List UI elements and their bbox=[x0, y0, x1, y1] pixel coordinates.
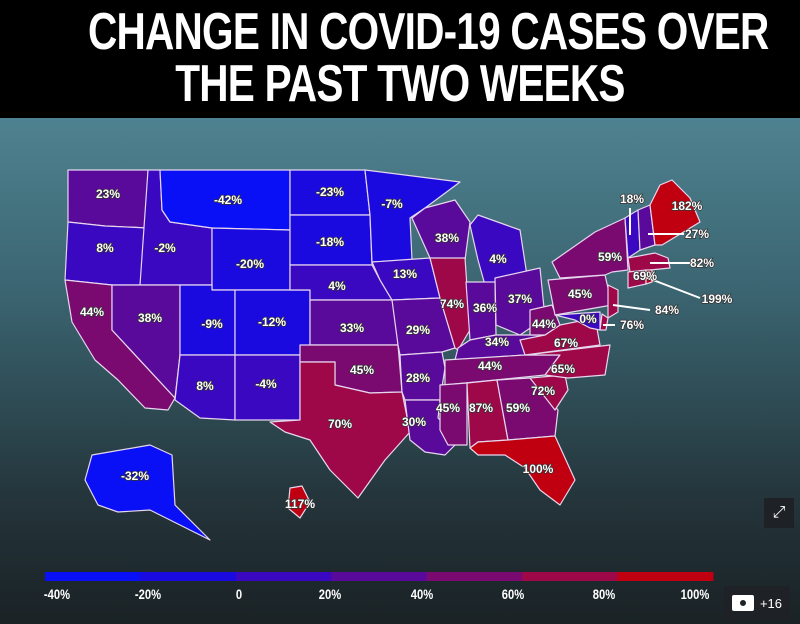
state-label-wa: 23% bbox=[96, 187, 120, 201]
state-label-wy: -20% bbox=[236, 257, 264, 271]
state-label-ok: 45% bbox=[350, 363, 374, 377]
legend-label: 0 bbox=[236, 586, 243, 602]
state-label-mo: 29% bbox=[406, 323, 430, 337]
state-label-tx: 70% bbox=[328, 417, 352, 431]
state-label-mn: -7% bbox=[381, 197, 403, 211]
state-label-mi: 4% bbox=[489, 252, 507, 266]
state-label-ia: 13% bbox=[393, 267, 417, 281]
state-mn bbox=[364, 169, 461, 263]
state-label-ms: 45% bbox=[436, 401, 460, 415]
state-label-tn: 44% bbox=[478, 359, 502, 373]
state-vt bbox=[624, 209, 641, 259]
state-label-ri: 199% bbox=[702, 292, 733, 306]
legend-swatch bbox=[331, 572, 428, 581]
state-label-wi: 38% bbox=[435, 231, 459, 245]
state-md bbox=[554, 311, 601, 331]
legend-swatch bbox=[426, 572, 523, 581]
state-me bbox=[649, 179, 701, 246]
state-ri bbox=[645, 269, 653, 285]
state-label-ga: 59% bbox=[506, 401, 530, 415]
state-label-sc: 72% bbox=[531, 384, 555, 398]
state-de bbox=[599, 313, 609, 331]
state-label-al: 87% bbox=[469, 401, 493, 415]
state-fl bbox=[469, 435, 576, 506]
legend-label: 80% bbox=[592, 586, 616, 602]
state-label-nd: -23% bbox=[316, 185, 344, 199]
state-label-mt: -42% bbox=[214, 193, 242, 207]
gallery-count: +16 bbox=[759, 595, 783, 611]
state-nc bbox=[524, 344, 611, 379]
legend-label: -20% bbox=[135, 586, 162, 602]
state-label-id: -2% bbox=[154, 241, 176, 255]
state-label-nc: 65% bbox=[551, 362, 575, 376]
state-label-in: 36% bbox=[473, 301, 497, 315]
callout-line bbox=[612, 304, 651, 311]
state-label-sd: -18% bbox=[316, 235, 344, 249]
state-label-hi: 117% bbox=[285, 497, 315, 511]
legend-label: -40% bbox=[43, 586, 71, 602]
state-ny bbox=[551, 217, 629, 279]
state-label-oh: 37% bbox=[508, 292, 532, 306]
state-label-nm: -4% bbox=[255, 377, 277, 391]
state-label-or: 8% bbox=[96, 241, 114, 255]
legend-swatch bbox=[235, 572, 332, 581]
title-line-1: CHANGE IN COVID-19 CASES OVER bbox=[88, 3, 769, 61]
state-az bbox=[174, 354, 236, 421]
share-button[interactable]: ⤢ bbox=[764, 498, 794, 528]
legend-swatch bbox=[140, 572, 237, 581]
share-icon: ⤢ bbox=[772, 504, 786, 521]
state-label-pa: 45% bbox=[568, 287, 592, 301]
state-label-co: -12% bbox=[258, 315, 286, 329]
state-label-fl: 100% bbox=[523, 462, 554, 476]
callout-line bbox=[639, 274, 701, 299]
state-label-az: 8% bbox=[196, 379, 214, 393]
state-label-de: 76% bbox=[620, 318, 644, 332]
gallery-button[interactable]: +16 bbox=[724, 586, 790, 620]
state-ms bbox=[439, 382, 468, 446]
state-label-wv: 44% bbox=[532, 317, 556, 331]
state-label-la: 30% bbox=[402, 415, 426, 429]
legend-swatch bbox=[617, 572, 714, 581]
state-tx bbox=[269, 361, 411, 499]
title-line-2: THE PAST TWO WEEKS bbox=[175, 55, 625, 113]
legend-label: 40% bbox=[410, 586, 433, 602]
state-ak bbox=[84, 444, 211, 541]
state-nj bbox=[607, 284, 619, 319]
state-label-ct: 69% bbox=[633, 269, 657, 283]
state-label-va: 67% bbox=[554, 336, 578, 350]
legend-label: 100% bbox=[680, 586, 710, 602]
state-label-nv: 38% bbox=[138, 311, 162, 325]
legend-swatch bbox=[45, 572, 141, 581]
state-hi bbox=[287, 485, 311, 519]
state-label-nj: 84% bbox=[655, 303, 679, 317]
state-label-ar: 28% bbox=[406, 371, 430, 385]
state-label-ak: -32% bbox=[121, 469, 149, 483]
state-label-ks: 33% bbox=[340, 321, 364, 335]
camera-icon bbox=[731, 595, 754, 611]
legend-label: 60% bbox=[501, 586, 524, 602]
state-wv bbox=[529, 304, 561, 336]
state-label-md: 0% bbox=[579, 312, 597, 326]
state-label-me: 182% bbox=[672, 199, 703, 213]
state-label-ma: 82% bbox=[690, 256, 714, 270]
header: CHANGE IN COVID-19 CASES OVER THE PAST T… bbox=[0, 0, 800, 118]
state-label-ny: 59% bbox=[598, 250, 622, 264]
state-label-ca: 44% bbox=[80, 305, 104, 319]
state-label-ne: 4% bbox=[328, 279, 346, 293]
state-label-ky: 34% bbox=[485, 335, 509, 349]
state-label-vt: 18% bbox=[620, 192, 644, 206]
state-label-nh: 27% bbox=[685, 227, 709, 241]
legend-swatch bbox=[522, 572, 619, 581]
state-label-ut: -9% bbox=[201, 317, 223, 331]
state-label-il: 74% bbox=[440, 297, 464, 311]
legend-label: 20% bbox=[319, 586, 342, 602]
